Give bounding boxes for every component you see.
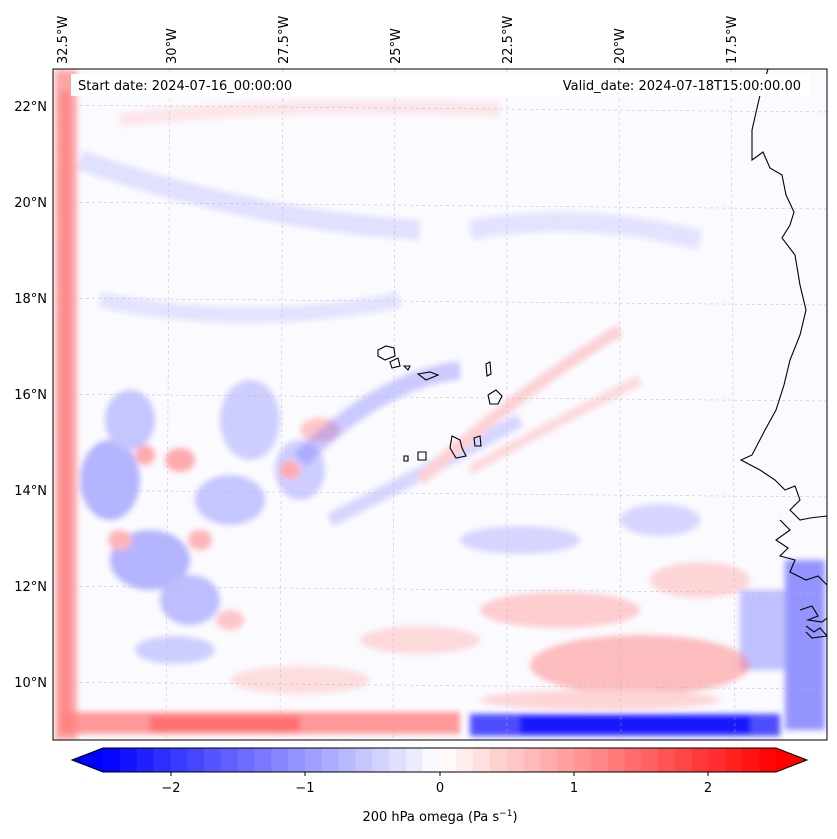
map-frame bbox=[52, 68, 828, 741]
lat-label: 14°N bbox=[14, 484, 47, 499]
lon-label: 17.5°W bbox=[725, 16, 740, 64]
colorbar-segment bbox=[355, 748, 373, 772]
colorbar-label: 200 hPa omega (Pa s−1) bbox=[362, 809, 517, 825]
colorbar-segment bbox=[456, 748, 474, 772]
colorbar-gradient bbox=[72, 748, 807, 772]
colorbar-segment bbox=[725, 748, 743, 772]
colorbar-segment bbox=[237, 748, 256, 772]
colorbar-segment bbox=[271, 748, 289, 772]
map-panel bbox=[53, 69, 827, 740]
colorbar-segment bbox=[338, 748, 356, 772]
colorbar-tick-label: 1 bbox=[570, 781, 578, 796]
island-fogo bbox=[417, 451, 427, 461]
colorbar-tick-label: −1 bbox=[295, 781, 314, 796]
east-boundary-negative bbox=[785, 560, 825, 730]
island-boa-vista bbox=[487, 389, 503, 405]
colorbar-segment bbox=[708, 748, 727, 772]
colorbar-segment bbox=[489, 748, 508, 772]
colorbar-segment bbox=[136, 748, 155, 772]
lat-label: 12°N bbox=[14, 580, 47, 595]
island-sao-nicolau bbox=[416, 371, 440, 381]
lon-label: 20°W bbox=[613, 28, 628, 64]
colorbar-segment bbox=[389, 748, 407, 772]
colorbar-segment bbox=[372, 748, 390, 772]
colorbar-segment bbox=[422, 748, 441, 772]
island-santo-antao bbox=[377, 345, 396, 361]
colorbar-segment bbox=[153, 748, 171, 772]
colorbar-segment bbox=[254, 748, 272, 772]
omega-shading bbox=[55, 70, 825, 740]
date-header-background bbox=[71, 74, 810, 96]
colorbar-segment bbox=[624, 748, 642, 772]
western-convection bbox=[80, 380, 340, 664]
colorbar-segment bbox=[742, 748, 760, 772]
island-sal bbox=[485, 361, 492, 377]
island-santiago bbox=[449, 435, 467, 459]
colorbar-segment bbox=[473, 748, 491, 772]
lat-label: 16°N bbox=[14, 388, 47, 403]
colorbar-segment bbox=[691, 748, 710, 772]
island-brava bbox=[403, 455, 409, 462]
colorbar-tick-label: 2 bbox=[704, 781, 712, 796]
colorbar-segment bbox=[187, 748, 205, 772]
colorbar-segment bbox=[103, 748, 121, 772]
central-bands bbox=[76, 99, 703, 527]
colorbar-extend-low bbox=[72, 748, 103, 772]
colorbar-segment bbox=[557, 748, 575, 772]
colorbar-segment bbox=[220, 748, 239, 772]
colorbar-segment bbox=[304, 748, 323, 772]
longitude-labels: 32.5°W 30°W 27.5°W 25°W 22.5°W 20°W 17.5… bbox=[56, 16, 740, 64]
colorbar-segment bbox=[203, 748, 222, 772]
lat-label: 10°N bbox=[14, 676, 47, 691]
colorbar-segment bbox=[523, 748, 542, 772]
lon-label: 25°W bbox=[389, 28, 404, 64]
valid-date-label: Valid_date: 2024-07-18T15:00:00.00 bbox=[563, 79, 801, 94]
colorbar-tick-label: −2 bbox=[161, 781, 180, 796]
lat-label: 20°N bbox=[14, 196, 47, 211]
colorbar-segment bbox=[439, 748, 457, 772]
lon-label: 30°W bbox=[165, 28, 180, 64]
colorbar-segment bbox=[321, 748, 340, 772]
southern-positive-plume bbox=[230, 504, 750, 710]
lon-label: 27.5°W bbox=[277, 16, 292, 64]
lon-label: 22.5°W bbox=[501, 16, 516, 64]
colorbar-segment bbox=[506, 748, 525, 772]
coastline bbox=[377, 69, 827, 639]
lat-label: 22°N bbox=[14, 100, 47, 115]
colorbar-segment bbox=[607, 748, 626, 772]
gridlines bbox=[53, 69, 827, 740]
island-maio bbox=[473, 435, 482, 447]
lon-label: 32.5°W bbox=[56, 16, 71, 64]
colorbar-segment bbox=[658, 748, 676, 772]
colorbar-segment bbox=[288, 748, 306, 772]
colorbar-outline bbox=[70, 747, 809, 773]
colorbar-ticks: −2 −1 0 1 2 bbox=[161, 772, 712, 796]
latitude-labels: 22°N 20°N 18°N 16°N 14°N 12°N 10°N bbox=[14, 100, 47, 691]
colorbar: −2 −1 0 1 2 200 hPa omega (Pa s−1) bbox=[70, 747, 809, 825]
colorbar-segment bbox=[119, 748, 138, 772]
colorbar-tick-label: 0 bbox=[436, 781, 444, 796]
colorbar-segment bbox=[574, 748, 592, 772]
colorbar-extend-high bbox=[776, 748, 807, 772]
colorbar-segment bbox=[170, 748, 188, 772]
island-sao-vicente bbox=[389, 357, 401, 369]
colorbar-segment bbox=[590, 748, 609, 772]
colorbar-segment bbox=[641, 748, 659, 772]
colorbar-segment bbox=[540, 748, 558, 772]
colorbar-segment bbox=[675, 748, 693, 772]
start-date-label: Start date: 2024-07-16_00:00:00 bbox=[78, 79, 292, 94]
colorbar-segment bbox=[405, 748, 424, 772]
west-africa-coast bbox=[739, 69, 827, 639]
colorbar-segment bbox=[759, 748, 777, 772]
island-santa-luzia bbox=[402, 365, 411, 371]
lat-label: 18°N bbox=[14, 292, 47, 307]
